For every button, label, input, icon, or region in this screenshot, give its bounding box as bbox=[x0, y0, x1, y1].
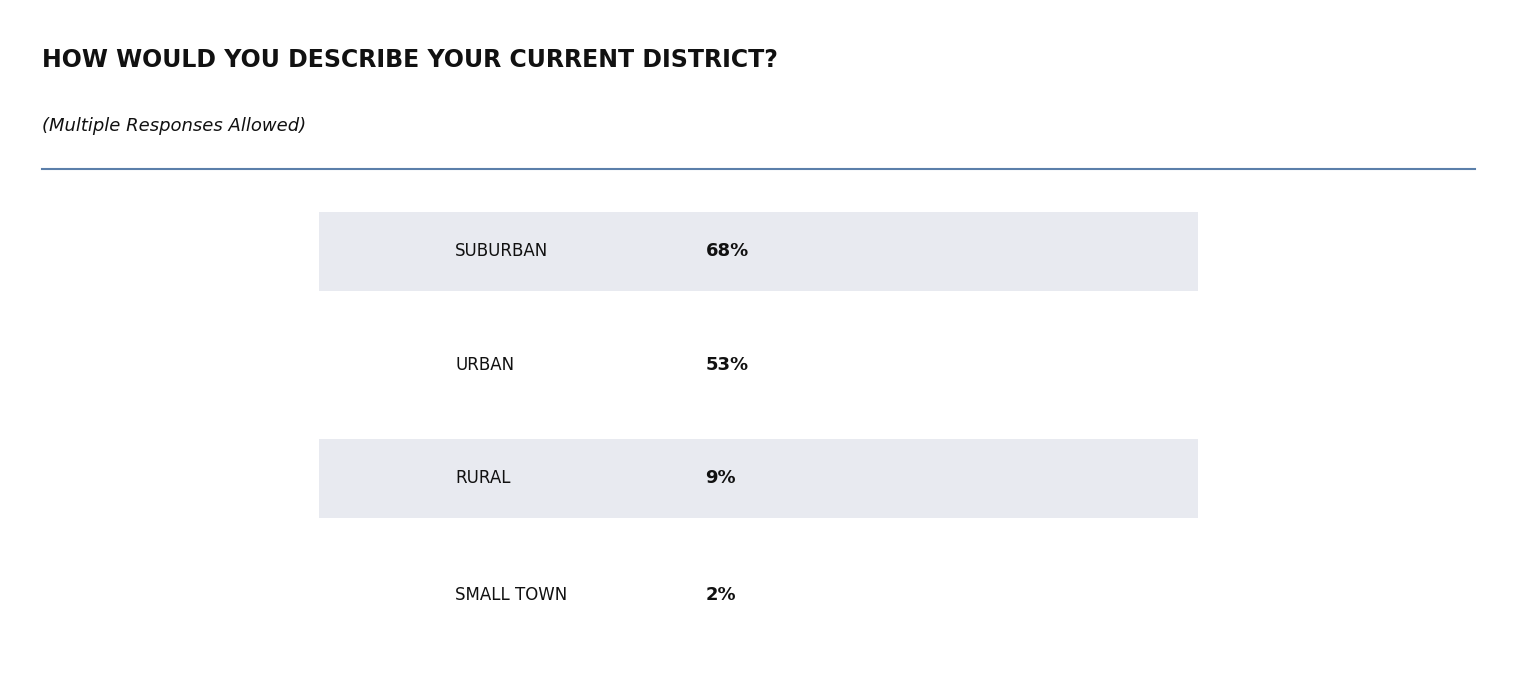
Text: SUBURBAN: SUBURBAN bbox=[455, 242, 548, 260]
Text: 53%: 53% bbox=[705, 356, 748, 374]
Text: 9%: 9% bbox=[705, 469, 736, 487]
Text: URBAN: URBAN bbox=[455, 356, 514, 374]
FancyBboxPatch shape bbox=[319, 212, 1198, 291]
Text: 68%: 68% bbox=[705, 242, 749, 260]
FancyBboxPatch shape bbox=[319, 439, 1198, 518]
Text: SMALL TOWN: SMALL TOWN bbox=[455, 586, 567, 604]
Text: (Multiple Responses Allowed): (Multiple Responses Allowed) bbox=[42, 117, 306, 135]
Text: RURAL: RURAL bbox=[455, 469, 511, 487]
Text: 2%: 2% bbox=[705, 586, 736, 604]
Text: HOW WOULD YOU DESCRIBE YOUR CURRENT DISTRICT?: HOW WOULD YOU DESCRIBE YOUR CURRENT DIST… bbox=[42, 48, 778, 72]
